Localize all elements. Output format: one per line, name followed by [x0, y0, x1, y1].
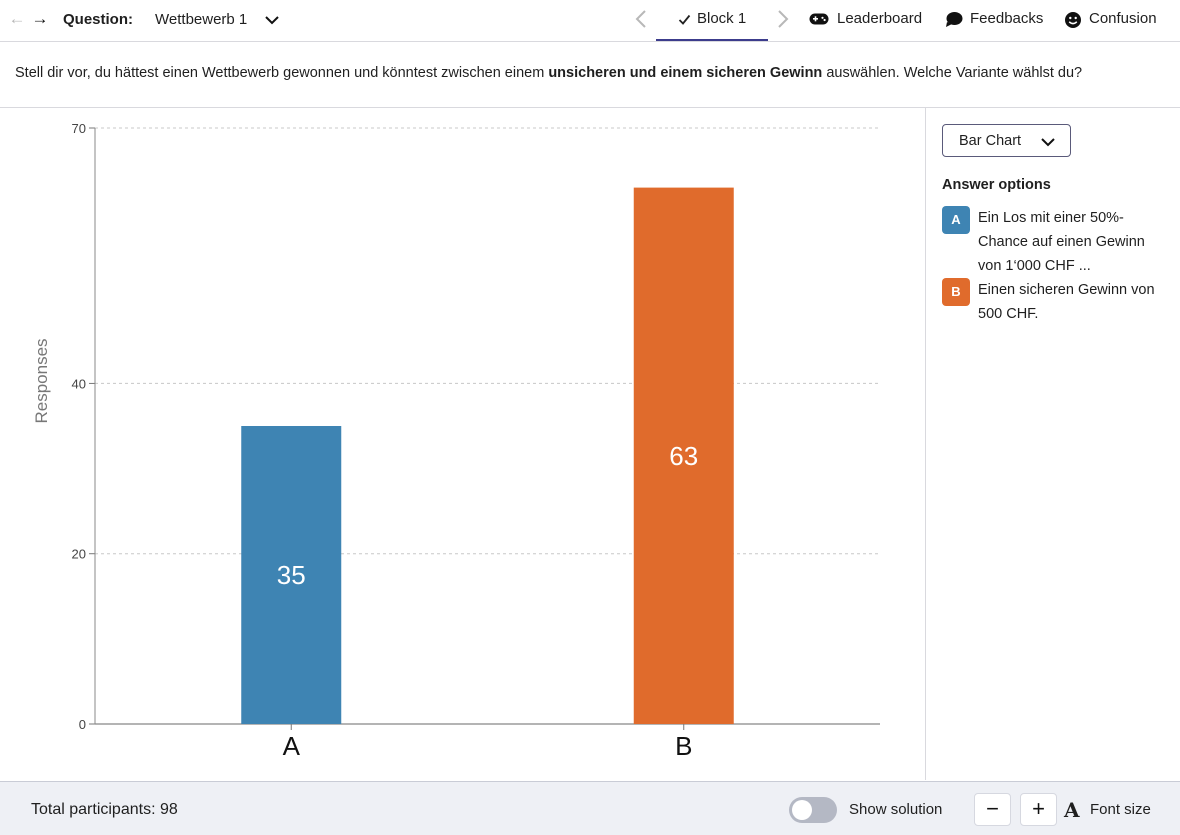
bar-value-label: 35 [277, 560, 306, 590]
option-badge: B [942, 278, 970, 306]
chart-type-value: Bar Chart [959, 133, 1022, 149]
question-text-bold: unsicheren und einem sicheren Gewinn [548, 65, 823, 81]
feedbacks-label: Feedbacks [970, 10, 1044, 27]
gamepad-icon [809, 13, 829, 25]
y-tick-label: 20 [72, 547, 86, 562]
chevron-right-icon[interactable] [774, 9, 792, 29]
bar-value-label: 63 [669, 441, 698, 471]
font-size-label: Font size [1090, 801, 1151, 818]
option-text: Einen sicheren Gewinn von 500 CHF. [978, 282, 1155, 322]
check-icon [678, 14, 691, 25]
total-participants: Total participants: 98 [31, 801, 178, 818]
bar [633, 187, 734, 725]
footer: Total participants: 98 Show solution − +… [0, 781, 1180, 835]
question-text: Stell dir vor, du hättest einen Wettbewe… [15, 65, 1082, 81]
x-tick-label: B [675, 731, 692, 761]
back-arrow-icon[interactable]: ← [8, 9, 26, 28]
option-text: Ein Los mit einer 50%-Chance auf einen G… [978, 210, 1145, 274]
increase-font-button[interactable]: + [1020, 793, 1057, 826]
y-tick-label: 40 [72, 376, 86, 391]
right-panel: Bar Chart Answer options A Ein Los mit e… [925, 108, 1180, 780]
option-badge: A [942, 206, 970, 234]
chevron-down-icon [1041, 138, 1055, 147]
smiley-icon [1065, 12, 1081, 28]
speech-bubble-icon [946, 12, 963, 27]
y-tick-label: 0 [79, 717, 86, 732]
bar [241, 426, 342, 724]
show-solution-label: Show solution [849, 801, 943, 818]
toggle-knob [792, 800, 812, 820]
chevron-left-icon[interactable] [632, 9, 650, 29]
y-tick-label: 70 [72, 121, 86, 136]
top-bar: ← → Question: Wettbewerb 1 Block 1 Leade… [0, 0, 1180, 42]
chart-type-select[interactable]: Bar Chart [942, 124, 1071, 157]
leaderboard-label: Leaderboard [837, 10, 923, 27]
font-size-icon: A [1064, 798, 1080, 822]
show-solution-toggle[interactable] [789, 797, 837, 823]
block-label: Block 1 [697, 10, 747, 27]
y-axis-label: Responses [32, 338, 51, 423]
bar-chart: 0 20 40 70 Responses 35 A 63 B [32, 121, 880, 761]
divider [0, 107, 1180, 108]
x-tick-label: A [283, 731, 301, 761]
decrease-font-button[interactable]: − [974, 793, 1011, 826]
answer-options-heading: Answer options [942, 177, 1051, 193]
question-label: Question: [63, 11, 133, 28]
question-select[interactable]: Wettbewerb 1 [155, 11, 248, 28]
tab-block-1[interactable]: Block 1 [656, 0, 768, 41]
forward-arrow-icon[interactable]: → [31, 9, 49, 28]
confusion-label: Confusion [1089, 10, 1157, 27]
question-text-start: Stell dir vor, du hättest einen Wettbewe… [15, 65, 549, 81]
chevron-down-icon[interactable] [264, 12, 280, 28]
question-text-end: auswählen. Welche Variante wählst du? [822, 65, 1083, 81]
chart-area: 0 20 40 70 Responses 35 A 63 B [0, 108, 925, 780]
